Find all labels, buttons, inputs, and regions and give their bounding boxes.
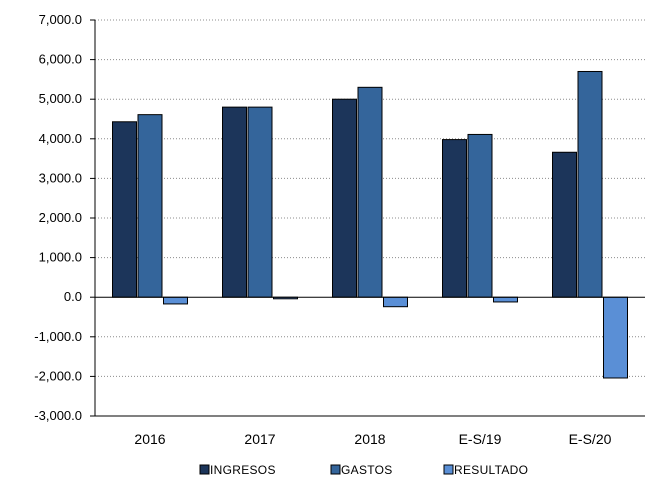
bar-ingresos-2017 bbox=[222, 106, 247, 298]
legend-label-gastos: GASTOS bbox=[341, 463, 393, 477]
y-tick-label: 1,000.0 bbox=[39, 250, 82, 265]
y-tick-label: 5,000.0 bbox=[39, 91, 82, 106]
y-tick-label: 2,000.0 bbox=[39, 210, 82, 225]
y-tick-label: 4,000.0 bbox=[39, 131, 82, 146]
axes bbox=[90, 19, 645, 417]
bar-ingresos-2018 bbox=[332, 98, 357, 298]
y-tick-label: -2,000.0 bbox=[34, 368, 82, 383]
y-tick-label: 6,000.0 bbox=[39, 52, 82, 67]
bar-ingresos-2016 bbox=[112, 121, 137, 298]
bar-ingresos-e-s-20 bbox=[552, 151, 577, 298]
bar-resultado-e-s-19 bbox=[493, 296, 518, 303]
bar-gastos-2017 bbox=[247, 106, 273, 298]
bar-resultado-e-s-20 bbox=[603, 296, 628, 379]
legend-label-resultado: RESULTADO bbox=[454, 463, 528, 477]
y-tick-label: 7,000.0 bbox=[39, 12, 82, 27]
x-category-label: 2018 bbox=[354, 431, 385, 447]
legend: INGRESOS GASTOS RESULTADO bbox=[199, 463, 528, 477]
y-tick-label: -3,000.0 bbox=[34, 408, 82, 423]
legend-swatch-resultado bbox=[443, 464, 454, 475]
legend-label-ingresos: INGRESOS bbox=[210, 463, 276, 477]
bar-gastos-2016 bbox=[137, 114, 163, 298]
x-axis-category-labels: 2016 2017 2018 E-S/19 E-S/20 bbox=[134, 431, 611, 447]
x-category-label: E-S/19 bbox=[459, 431, 502, 447]
bar-gastos-e-s-20 bbox=[577, 70, 603, 298]
bar-gastos-e-s-19 bbox=[467, 133, 493, 298]
bar-ingresos-e-s-19 bbox=[442, 139, 467, 298]
x-category-label: 2016 bbox=[134, 431, 165, 447]
bar-resultado-2016 bbox=[163, 296, 188, 305]
bars bbox=[112, 70, 628, 379]
x-category-label: 2017 bbox=[244, 431, 275, 447]
x-category-label: E-S/20 bbox=[569, 431, 612, 447]
y-tick-label: 0.0 bbox=[64, 289, 82, 304]
bar-resultado-2018 bbox=[383, 296, 408, 308]
legend-swatch-gastos bbox=[330, 464, 341, 475]
y-axis-tick-labels: 7,000.0 6,000.0 5,000.0 4,000.0 3,000.0 2,000… bbox=[34, 12, 82, 423]
y-tick-label: -1,000.0 bbox=[34, 329, 82, 344]
bar-gastos-2018 bbox=[357, 86, 383, 298]
legend-swatch-ingresos bbox=[199, 464, 210, 475]
y-tick-label: 3,000.0 bbox=[39, 170, 82, 185]
